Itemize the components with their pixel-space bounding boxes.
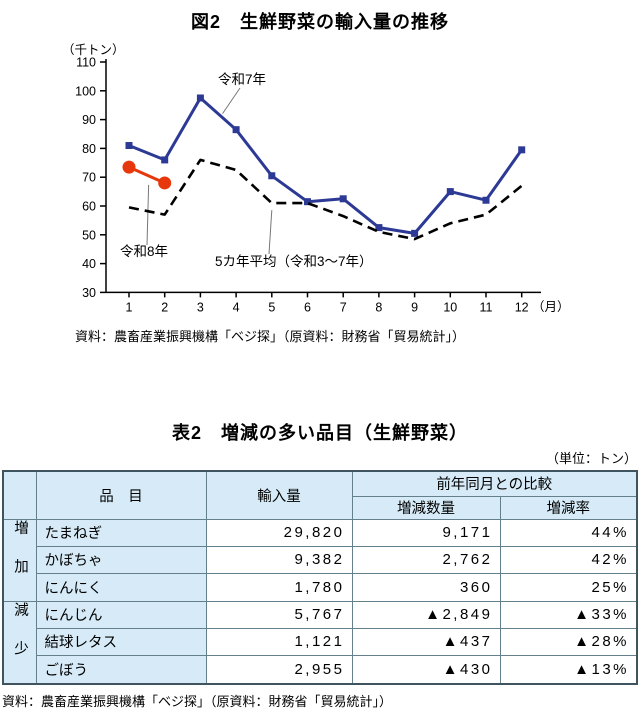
svg-text:60: 60	[82, 200, 96, 214]
diff-qty-cell: 2,762	[351, 545, 501, 575]
diff-rate-cell: ▲28%	[499, 627, 638, 657]
corner-header-cell	[2, 470, 37, 520]
diff-qty-cell: 9,171	[351, 518, 501, 547]
svg-text:8: 8	[375, 300, 382, 314]
table-source-note: 資料：農畜産業振興機構「ベジ探」（原資料：財務省「貿易統計」）	[2, 693, 393, 709]
diff-rate-cell: 44%	[499, 518, 638, 547]
chart-source-note: 資料：農畜産業振興機構「ベジ探」（原資料：財務省「貿易統計」）	[75, 329, 466, 344]
table-row: ごぼう 2,955 ▲430 ▲13%	[3, 655, 638, 684]
diff-qty-cell: 360	[351, 573, 501, 602]
svg-text:3: 3	[197, 300, 204, 314]
svg-text:70: 70	[82, 171, 96, 185]
svg-text:7: 7	[340, 300, 347, 314]
item-cell: にんじん	[35, 600, 207, 629]
svg-text:80: 80	[82, 142, 96, 156]
diff-qty-cell: ▲437	[351, 627, 501, 657]
svg-text:100: 100	[75, 84, 96, 98]
item-cell: かぼちゃ	[35, 545, 207, 575]
diff-rate-cell: 25%	[499, 573, 638, 602]
y-axis-unit-label: （千トン）	[62, 43, 125, 57]
svg-text:110: 110	[76, 56, 96, 70]
group-cell-increase: 増加	[2, 518, 37, 602]
svg-text:30: 30	[82, 286, 96, 300]
header-compare: 前年同月との比較	[351, 470, 638, 497]
import-cell: 29,820	[205, 518, 353, 547]
annotation-reiwa8: 令和8年	[120, 244, 168, 259]
diff-qty-cell: ▲430	[351, 655, 501, 684]
table-row: 増加 たまねぎ 29,820 9,171 44%	[2, 518, 638, 602]
group-cell-decrease: 減少	[2, 600, 37, 684]
svg-text:10: 10	[443, 300, 457, 314]
annotation-5yr-average: 5カ年平均（令和3〜7年）	[215, 254, 373, 269]
svg-text:4: 4	[233, 300, 240, 314]
header-diff-rate: 増減率	[499, 495, 638, 520]
x-axis-unit-label: （月）	[532, 300, 570, 314]
svg-text:5: 5	[268, 300, 275, 314]
table-row: 結球レタス 1,121 ▲437 ▲28%	[3, 627, 638, 657]
diff-rate-cell: ▲33%	[499, 600, 638, 629]
figure-title: 図2 生鮮野菜の輸入量の推移	[190, 12, 449, 32]
svg-text:1: 1	[126, 300, 133, 314]
svg-text:12: 12	[515, 300, 529, 314]
diff-rate-cell: 42%	[499, 545, 638, 575]
table-row: にんにく 1,780 360 25%	[3, 573, 638, 602]
header-item: 品 目	[35, 470, 207, 520]
svg-text:2: 2	[161, 300, 168, 314]
increase-decrease-table: 品 目 輸入量 前年同月との比較 増減数量 増減率 増加 たまねぎ 29,820…	[2, 470, 638, 685]
svg-text:40: 40	[82, 257, 96, 271]
svg-text:9: 9	[411, 300, 418, 314]
import-cell: 5,767	[205, 600, 353, 629]
svg-text:6: 6	[304, 300, 311, 314]
svg-text:50: 50	[82, 228, 96, 242]
group-label: 増加	[12, 519, 28, 597]
item-cell: たまねぎ	[35, 518, 207, 547]
item-cell: ごぼう	[35, 655, 207, 684]
import-cell: 9,382	[205, 545, 353, 575]
import-cell: 2,955	[205, 655, 353, 684]
svg-text:11: 11	[480, 300, 493, 314]
line-chart: 30 40 50 60 70 80 90 100 110 1 2 3 4 5 6 7 8 9 10 11 12 （千トン…	[0, 38, 640, 322]
item-cell: にんにく	[35, 573, 207, 602]
svg-text:90: 90	[82, 113, 96, 127]
annotation-reiwa7: 令和7年	[218, 72, 266, 87]
diff-qty-cell: ▲2,849	[351, 600, 501, 629]
diff-rate-cell: ▲13%	[499, 655, 638, 684]
item-cell: 結球レタス	[35, 627, 207, 657]
import-cell: 1,121	[205, 627, 353, 657]
header-diff-qty: 増減数量	[351, 495, 501, 520]
table-title: 表2 増減の多い品目（生鮮野菜）	[171, 423, 468, 443]
header-import: 輸入量	[205, 470, 353, 520]
table-unit-label: （単位：トン）	[545, 451, 637, 466]
table-row: 減少 にんじん 5,767 ▲2,849 ▲33%	[2, 600, 638, 684]
import-cell: 1,780	[205, 573, 353, 602]
table-row: かぼちゃ 9,382 2,762 42%	[3, 545, 638, 575]
group-label: 減少	[12, 601, 28, 679]
